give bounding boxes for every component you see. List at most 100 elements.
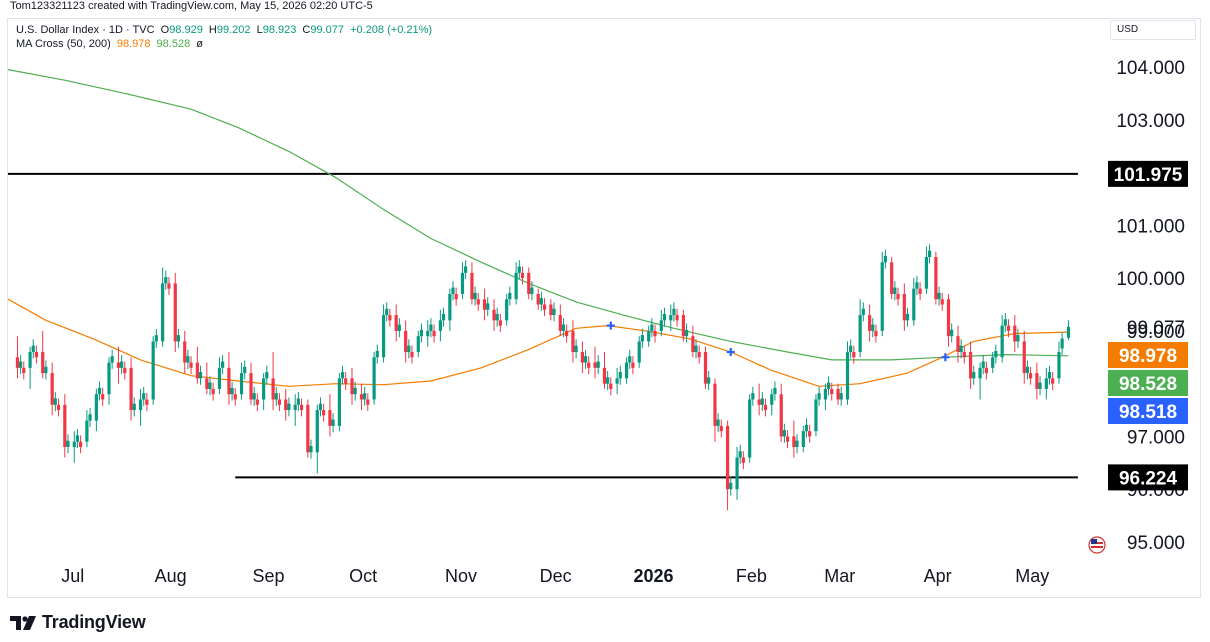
candle-body[interactable] [647, 330, 651, 342]
candle-body[interactable] [773, 387, 777, 395]
candle-body[interactable] [1066, 326, 1071, 338]
candle-body[interactable] [394, 315, 398, 331]
candle-body[interactable] [15, 357, 20, 368]
candle-body[interactable] [41, 352, 45, 374]
candle-body[interactable] [1000, 325, 1004, 358]
candle-body[interactable] [956, 336, 960, 352]
candle-body[interactable] [536, 293, 540, 305]
candle-body[interactable] [385, 308, 389, 316]
candle-body[interactable] [902, 293, 906, 321]
candle-body[interactable] [429, 324, 433, 331]
candle-body[interactable] [454, 293, 458, 300]
candle-body[interactable] [912, 288, 916, 321]
candle-body[interactable] [839, 393, 843, 400]
candle-body[interactable] [110, 356, 114, 363]
candle-body[interactable] [432, 330, 436, 337]
candle-body[interactable] [63, 404, 67, 447]
candle-body[interactable] [757, 399, 761, 405]
candle-body[interactable] [416, 336, 420, 352]
candle-body[interactable] [359, 394, 364, 400]
candle-body[interactable] [151, 341, 155, 400]
candle-body[interactable] [937, 292, 941, 300]
candle-body[interactable] [602, 367, 607, 384]
candle-body[interactable] [565, 330, 569, 337]
candle-body[interactable] [959, 345, 963, 352]
candle-body[interactable] [34, 352, 39, 358]
candle-body[interactable] [296, 398, 300, 405]
candle-body[interactable] [205, 378, 209, 389]
candle-body[interactable] [388, 315, 392, 321]
candle-body[interactable] [858, 315, 862, 352]
candle-body[interactable] [962, 352, 966, 358]
candle-body[interactable] [748, 399, 752, 458]
candle-body[interactable] [252, 393, 256, 400]
candle-body[interactable] [22, 367, 26, 374]
candle-body[interactable] [375, 350, 379, 358]
candle-body[interactable] [804, 424, 809, 432]
candle-body[interactable] [760, 398, 764, 405]
candle-body[interactable] [946, 299, 951, 337]
candle-body[interactable] [381, 315, 386, 358]
candle-body[interactable] [287, 403, 291, 411]
candle-body[interactable] [397, 324, 401, 331]
candle-body[interactable] [849, 345, 853, 352]
candle-body[interactable] [340, 372, 345, 379]
candle-body[interactable] [836, 388, 840, 400]
candle-body[interactable] [659, 320, 663, 331]
candle-body[interactable] [514, 272, 518, 300]
candle-body[interactable] [50, 373, 54, 405]
candle-body[interactable] [691, 336, 695, 352]
candle-body[interactable] [44, 366, 48, 374]
candle-body[interactable] [738, 451, 742, 458]
candle-body[interactable] [331, 419, 335, 426]
candle-body[interactable] [53, 398, 57, 405]
candle-body[interactable] [107, 362, 111, 395]
candle-body[interactable] [473, 292, 477, 300]
candle-body[interactable] [419, 329, 424, 337]
candle-body[interactable] [795, 440, 799, 447]
candle-body[interactable] [116, 362, 121, 368]
symbol-legend[interactable]: U.S. Dollar Index · 1D · TVC O98.929 H99… [16, 24, 435, 36]
candle-body[interactable] [129, 367, 133, 411]
candle-body[interactable] [1006, 325, 1011, 331]
candle-body[interactable] [372, 357, 376, 400]
candle-body[interactable] [640, 335, 644, 342]
candle-body[interactable] [486, 303, 490, 310]
candle-body[interactable] [561, 324, 566, 331]
candle-body[interactable] [318, 403, 323, 411]
candle-body[interactable] [145, 399, 149, 405]
candle-body[interactable] [217, 367, 222, 389]
candle-body[interactable] [404, 330, 408, 352]
candle-body[interactable] [482, 299, 487, 310]
candle-body[interactable] [830, 388, 834, 395]
candle-body[interactable] [495, 314, 499, 321]
candle-body[interactable] [662, 314, 667, 321]
candle-body[interactable] [782, 430, 786, 437]
candle-body[interactable] [1022, 341, 1026, 374]
candle-body[interactable] [1038, 382, 1042, 389]
candle-body[interactable] [927, 250, 932, 257]
candle-body[interactable] [195, 362, 199, 379]
candle-body[interactable] [984, 367, 988, 374]
candle-body[interactable] [852, 352, 856, 358]
candle-body[interactable] [549, 304, 553, 316]
candle-body[interactable] [763, 404, 768, 411]
candle-body[interactable] [239, 373, 244, 395]
candle-body[interactable] [785, 436, 790, 442]
candle-body[interactable] [132, 403, 136, 411]
candle-body[interactable] [337, 378, 341, 426]
candle-body[interactable] [861, 308, 865, 316]
candle-body[interactable] [284, 399, 288, 411]
candle-body[interactable] [628, 356, 632, 363]
candle-body[interactable] [78, 441, 83, 447]
candle-body[interactable] [1003, 319, 1007, 326]
candle-body[interactable] [56, 404, 61, 411]
candle-body[interactable] [1016, 335, 1020, 342]
candle-body[interactable] [233, 394, 237, 400]
candle-body[interactable] [164, 277, 168, 284]
candle-body[interactable] [650, 324, 654, 331]
candle-body[interactable] [271, 378, 275, 400]
candle-body[interactable] [580, 352, 585, 363]
candle-body[interactable] [255, 399, 259, 405]
candle-body[interactable] [1035, 373, 1039, 389]
